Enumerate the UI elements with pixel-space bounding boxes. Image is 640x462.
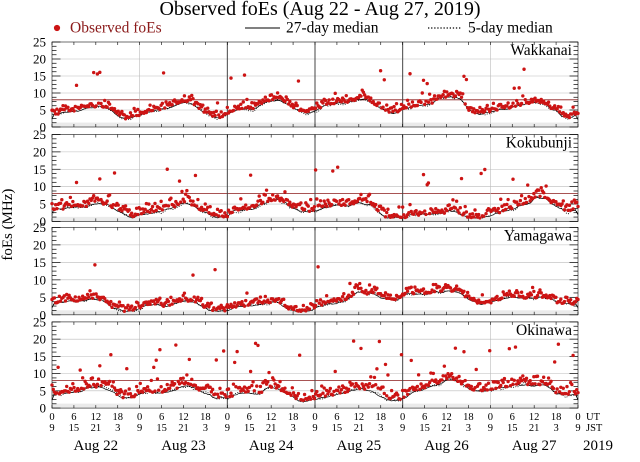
svg-text:2019: 2019 [583, 438, 613, 454]
svg-text:Okinawa: Okinawa [516, 322, 572, 339]
svg-text:12: 12 [529, 412, 540, 423]
svg-text:21: 21 [178, 423, 189, 434]
svg-text:0: 0 [49, 412, 54, 423]
svg-text:9: 9 [49, 423, 54, 434]
svg-text:6: 6 [159, 412, 164, 423]
svg-text:21: 21 [266, 423, 277, 434]
svg-text:18: 18 [376, 412, 387, 423]
svg-text:9: 9 [137, 423, 142, 434]
svg-text:3: 3 [115, 423, 120, 434]
svg-text:15: 15 [33, 255, 46, 270]
svg-text:12: 12 [91, 412, 102, 423]
svg-text:Wakkanai: Wakkanai [510, 42, 572, 59]
svg-text:20: 20 [33, 52, 46, 67]
svg-text:Aug 27: Aug 27 [512, 438, 557, 454]
svg-text:21: 21 [91, 423, 102, 434]
svg-text:3: 3 [290, 423, 295, 434]
svg-text:20: 20 [33, 332, 46, 347]
svg-text:6: 6 [247, 412, 252, 423]
svg-text:18: 18 [200, 412, 211, 423]
svg-text:3: 3 [466, 423, 471, 434]
svg-text:0: 0 [312, 412, 317, 423]
svg-text:9: 9 [575, 423, 580, 434]
svg-text:15: 15 [419, 423, 430, 434]
svg-text:JST: JST [586, 423, 603, 434]
svg-text:10: 10 [33, 272, 46, 287]
svg-text:27-day median: 27-day median [286, 20, 379, 37]
svg-text:3: 3 [203, 423, 208, 434]
svg-text:12: 12 [178, 412, 189, 423]
svg-text:0: 0 [225, 412, 230, 423]
svg-text:5: 5 [40, 197, 47, 212]
svg-text:0: 0 [488, 412, 493, 423]
svg-text:Aug 25: Aug 25 [337, 438, 382, 454]
svg-text:9: 9 [488, 423, 493, 434]
svg-text:Aug 24: Aug 24 [249, 438, 294, 454]
svg-text:0: 0 [40, 401, 47, 416]
svg-text:Aug 23: Aug 23 [161, 438, 206, 454]
svg-text:15: 15 [507, 423, 518, 434]
svg-text:15: 15 [156, 423, 167, 434]
svg-text:25: 25 [33, 127, 46, 142]
svg-text:9: 9 [225, 423, 230, 434]
svg-text:15: 15 [69, 423, 80, 434]
svg-text:5-day median: 5-day median [468, 20, 553, 37]
svg-text:18: 18 [463, 412, 474, 423]
svg-text:UT: UT [586, 412, 601, 423]
svg-text:15: 15 [244, 423, 255, 434]
svg-text:15: 15 [332, 423, 343, 434]
svg-text:6: 6 [71, 412, 76, 423]
svg-text:18: 18 [113, 412, 124, 423]
svg-text:0: 0 [137, 412, 142, 423]
svg-text:21: 21 [354, 423, 365, 434]
svg-text:0: 0 [400, 412, 405, 423]
svg-text:3: 3 [553, 423, 558, 434]
svg-text:10: 10 [33, 86, 46, 101]
svg-text:6: 6 [510, 412, 515, 423]
svg-text:10: 10 [33, 179, 46, 194]
svg-text:5: 5 [40, 103, 47, 118]
svg-text:12: 12 [354, 412, 365, 423]
svg-text:12: 12 [441, 412, 452, 423]
svg-text:Kokubunji: Kokubunji [506, 135, 573, 152]
svg-text:0: 0 [575, 412, 580, 423]
svg-text:15: 15 [33, 162, 46, 177]
svg-text:25: 25 [33, 35, 46, 50]
svg-text:6: 6 [422, 412, 427, 423]
svg-text:21: 21 [441, 423, 452, 434]
svg-text:Aug 26: Aug 26 [424, 438, 469, 454]
svg-text:20: 20 [33, 237, 46, 252]
svg-text:Aug 22: Aug 22 [74, 438, 119, 454]
svg-text:foEs (MHz): foEs (MHz) [0, 189, 16, 261]
svg-text:18: 18 [551, 412, 562, 423]
svg-text:9: 9 [312, 423, 317, 434]
svg-text:25: 25 [33, 314, 46, 329]
svg-text:15: 15 [33, 349, 46, 364]
svg-text:Observed foEs: Observed foEs [70, 20, 162, 37]
svg-text:5: 5 [40, 383, 47, 398]
svg-text:Observed foEs (Aug 22 - Aug 27: Observed foEs (Aug 22 - Aug 27, 2019) [159, 0, 480, 20]
svg-text:10: 10 [33, 366, 46, 381]
svg-text:18: 18 [288, 412, 299, 423]
svg-text:Yamagawa: Yamagawa [504, 227, 572, 244]
svg-text:3: 3 [378, 423, 383, 434]
svg-text:20: 20 [33, 144, 46, 159]
svg-text:15: 15 [33, 69, 46, 84]
svg-text:25: 25 [33, 220, 46, 235]
svg-text:6: 6 [334, 412, 339, 423]
svg-text:21: 21 [529, 423, 540, 434]
svg-text:12: 12 [266, 412, 277, 423]
svg-text:5: 5 [40, 290, 47, 305]
svg-text:9: 9 [400, 423, 405, 434]
